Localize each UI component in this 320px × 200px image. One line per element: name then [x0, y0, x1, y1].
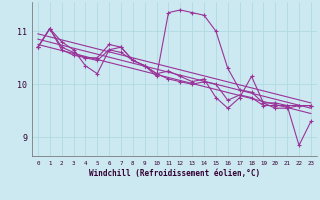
X-axis label: Windchill (Refroidissement éolien,°C): Windchill (Refroidissement éolien,°C): [89, 169, 260, 178]
